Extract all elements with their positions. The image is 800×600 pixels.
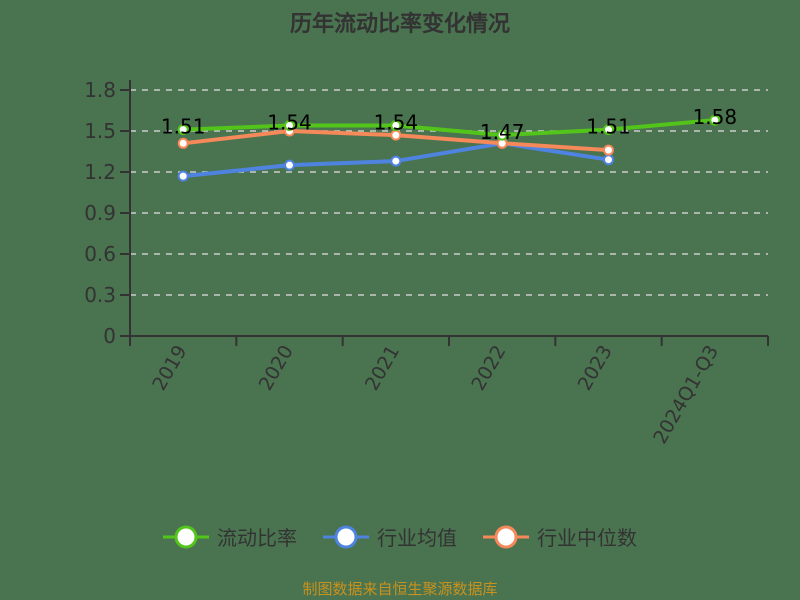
data-point[interactable] [603, 144, 614, 156]
data-label: 1.47 [480, 120, 525, 144]
legend: 流动比率 行业均值 行业中位数 [0, 522, 800, 551]
data-point[interactable] [284, 159, 295, 171]
y-tick-label: 1.5 [84, 119, 116, 143]
legend-marker-icon [163, 525, 209, 548]
chart-title: 历年流动比率变化情况 [289, 12, 510, 37]
data-point[interactable] [177, 137, 189, 149]
data-point[interactable] [390, 120, 402, 132]
data-point[interactable] [603, 124, 614, 136]
y-tick-label: 0 [103, 324, 116, 348]
line-chart: 0 0.3 0.6 0.9 1.2 1.5 1.8 2019 2020 2021 2022 2023… [84, 78, 769, 448]
x-tick-label: 2022 [467, 341, 510, 394]
data-labels: 1.51 1.54 1.54 1.47 1.51 1.58 [161, 105, 737, 144]
y-tick-label: 1.2 [84, 160, 116, 184]
y-tick-label: 0.9 [84, 201, 116, 225]
data-point[interactable] [603, 154, 614, 166]
y-tick-label: 0.6 [84, 242, 116, 266]
series-line [183, 118, 716, 138]
legend-item-industry-median[interactable]: 行业中位数 [483, 522, 637, 551]
legend-marker-icon [483, 525, 529, 548]
x-tick-label: 2019 [148, 342, 191, 395]
y-axis: 0 0.3 0.6 0.9 1.2 1.5 1.8 [84, 78, 131, 348]
data-point[interactable] [284, 120, 295, 132]
legend-item-current-ratio[interactable]: 流动比率 [163, 522, 297, 551]
data-label: 1.54 [374, 111, 419, 135]
y-tick-label: 1.8 [84, 78, 116, 102]
legend-label: 流动比率 [217, 526, 297, 550]
data-point[interactable] [709, 114, 721, 126]
data-label: 1.58 [693, 105, 738, 129]
source-footer: 制图数据来自恒生聚源数据库 [302, 580, 498, 598]
legend-label: 行业均值 [377, 526, 457, 550]
series-lines [177, 114, 721, 182]
data-point[interactable] [390, 155, 402, 167]
legend-item-industry-mean[interactable]: 行业均值 [323, 522, 457, 551]
data-point[interactable] [496, 129, 508, 141]
data-point[interactable] [177, 124, 189, 136]
data-label: 1.51 [161, 115, 206, 139]
data-point[interactable] [177, 170, 189, 182]
x-tick-label: 2021 [361, 342, 404, 395]
data-label: 1.54 [267, 111, 312, 135]
x-tick-label: 2024Q1-Q3 [649, 342, 723, 448]
y-tick-label: 0.3 [84, 283, 116, 307]
legend-marker-icon [323, 525, 369, 548]
x-axis: 2019 2020 2021 2022 2023 2024Q1-Q3 [120, 335, 769, 448]
x-tick-label: 2020 [255, 342, 298, 395]
x-tick-label: 2023 [574, 342, 617, 395]
grid-lines [130, 89, 768, 296]
data-label: 1.51 [586, 115, 631, 139]
legend-label: 行业中位数 [537, 526, 637, 550]
